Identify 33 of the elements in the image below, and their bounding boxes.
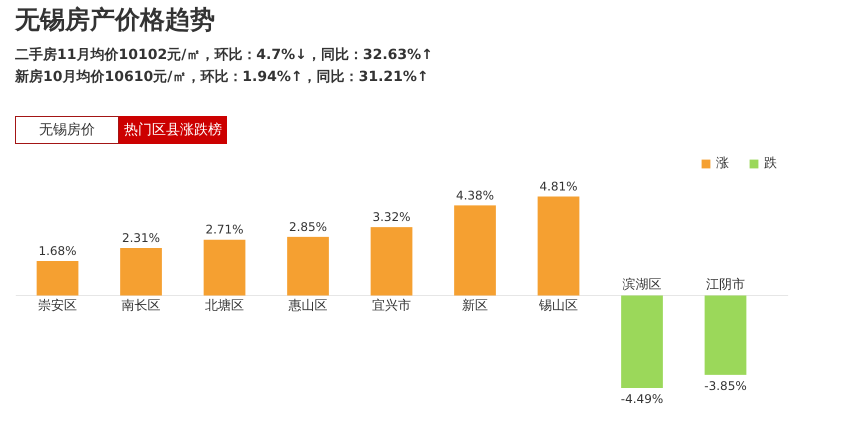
text: 热门区县涨跌榜: [119, 116, 227, 144]
x-tick-label: 南长区: [122, 298, 161, 314]
x-tick-label: 新区: [462, 298, 488, 314]
x-tick-label: 江阴市: [706, 278, 745, 293]
bar: [454, 205, 496, 296]
bar: [370, 227, 412, 296]
x-tick-label: 锡山区: [538, 298, 578, 314]
bar: [120, 248, 162, 296]
bar: [204, 240, 246, 296]
x-tick-label: 崇安区: [38, 298, 78, 314]
data-label: 3.32%: [372, 210, 411, 224]
x-tick-label: 宜兴市: [372, 298, 412, 314]
x-tick-label: 北塘区: [205, 298, 244, 314]
bar: [287, 236, 329, 296]
x-tick-label: 惠山区: [288, 298, 328, 314]
data-label: -3.85%: [704, 378, 747, 393]
bar: [36, 260, 78, 296]
data-label: -4.49%: [620, 392, 664, 406]
data-label: 2.71%: [205, 222, 244, 237]
bar: [538, 196, 580, 296]
bar: [704, 296, 746, 375]
data-label: 4.38%: [456, 188, 494, 202]
x-tick-label: 滨湖区: [622, 276, 662, 293]
text: 无锡房价: [15, 116, 119, 144]
data-label: 2.85%: [288, 220, 328, 234]
legend-label: 涨: [716, 155, 730, 172]
data-label: 2.31%: [122, 230, 160, 245]
data-label: 1.68%: [38, 244, 77, 258]
data-label: 4.81%: [539, 179, 578, 194]
legend-label: 跌: [764, 155, 778, 172]
chart-subtitle: 二手房11月均价10102元/㎡，环比：4.7%↓，同比：32.63%↑ 新房10月均价10610元/㎡，环比：1.94%↑，同比：31.21%↑: [15, 46, 433, 87]
bar: [621, 296, 663, 388]
chart-title: 无锡房产价格趋势: [15, 4, 216, 36]
